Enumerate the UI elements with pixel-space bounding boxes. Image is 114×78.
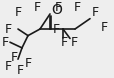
Text: F: F [4,60,12,73]
Text: F: F [10,51,17,64]
Text: F: F [1,36,8,49]
Text: F: F [33,1,40,14]
Text: O: O [51,3,62,17]
Text: F: F [70,36,77,49]
Text: F: F [54,1,61,14]
Text: F: F [60,36,67,49]
Text: F: F [52,23,59,37]
Text: F: F [100,21,107,34]
Text: F: F [73,1,80,14]
Text: F: F [4,23,12,37]
Text: F: F [24,57,31,70]
Text: F: F [16,64,23,77]
Text: F: F [91,6,98,19]
Text: F: F [14,6,21,19]
